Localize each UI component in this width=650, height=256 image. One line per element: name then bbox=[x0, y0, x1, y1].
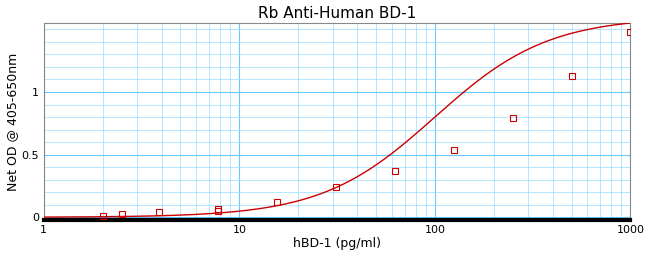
X-axis label: hBD-1 (pg/ml): hBD-1 (pg/ml) bbox=[293, 238, 381, 250]
Title: Rb Anti-Human BD-1: Rb Anti-Human BD-1 bbox=[258, 6, 416, 20]
Y-axis label: Net OD @ 405-650nm: Net OD @ 405-650nm bbox=[6, 52, 19, 190]
